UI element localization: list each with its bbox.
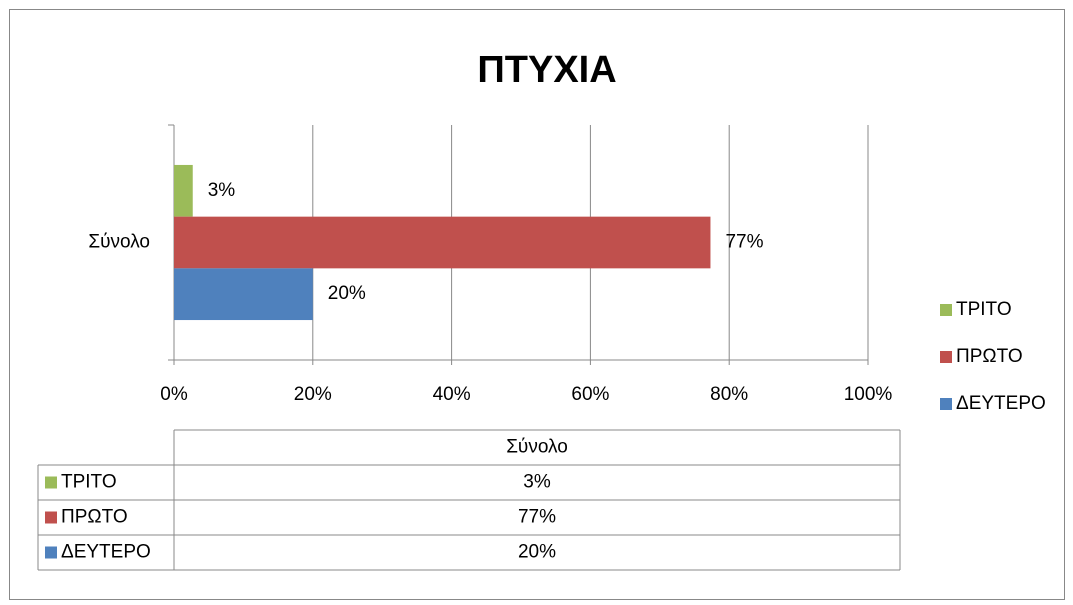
- legend-key: [940, 351, 952, 363]
- chart-title: ΠΤΥΧΙΑ: [477, 49, 616, 91]
- data-label: 20%: [328, 283, 366, 304]
- x-tick-label: 80%: [710, 384, 748, 405]
- x-tick-label: 40%: [433, 384, 471, 405]
- table-row-label: ΤΡΙΤΟ: [61, 472, 117, 493]
- table-legend-key: [45, 546, 57, 559]
- bar: [174, 164, 193, 217]
- table-legend-key: [45, 476, 57, 489]
- table-legend-key: [45, 511, 57, 524]
- table-row-label: ΔΕΥΤΕΡΟ: [61, 542, 151, 563]
- table-row-label: ΠΡΩΤΟ: [61, 507, 128, 528]
- table-cell: 3%: [523, 472, 551, 493]
- data-label: 77%: [725, 232, 763, 253]
- bar: [174, 268, 313, 321]
- data-label: 3%: [208, 180, 236, 201]
- x-tick-label: 100%: [844, 384, 893, 405]
- legend-label: ΔΕΥΤΕΡΟ: [956, 393, 1046, 414]
- legend-key: [940, 398, 952, 410]
- table-header: Σύνολο: [506, 437, 568, 458]
- x-tick-label: 0%: [160, 384, 188, 405]
- legend-label: ΠΡΩΤΟ: [956, 346, 1023, 367]
- table-cell: 20%: [518, 542, 556, 563]
- table-cell: 77%: [518, 507, 556, 528]
- legend-key: [940, 304, 952, 316]
- bar: [174, 216, 711, 269]
- x-tick-label: 60%: [571, 384, 609, 405]
- y-tick-label: Σύνολο: [88, 232, 150, 253]
- x-tick-label: 20%: [294, 384, 332, 405]
- legend-label: ΤΡΙΤΟ: [956, 299, 1012, 320]
